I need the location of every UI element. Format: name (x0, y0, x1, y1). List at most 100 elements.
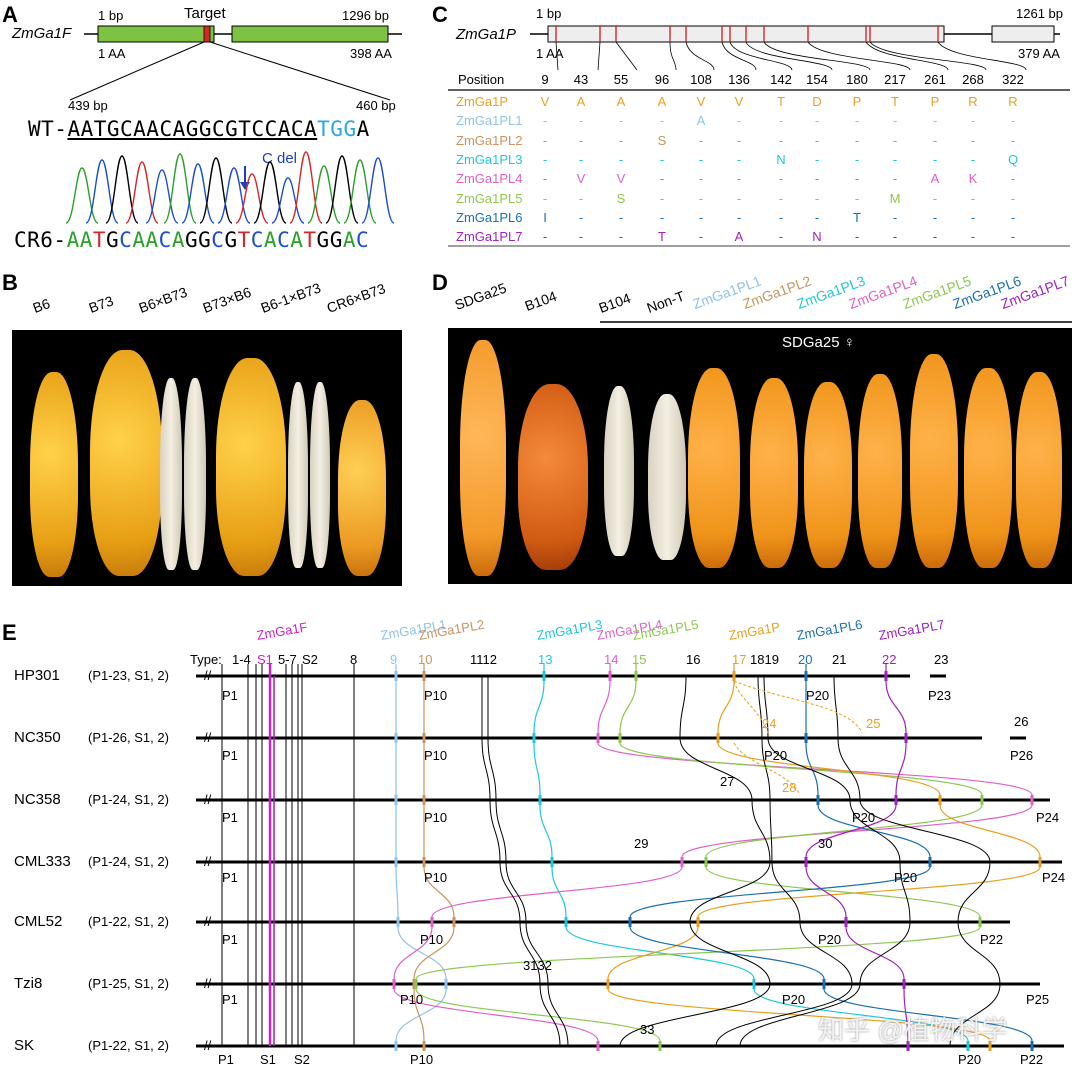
synteny-link-black (957, 921, 1001, 985)
panel-c-end-aa: 379 AA (1018, 46, 1060, 61)
gene-mark-pl3 (752, 979, 756, 989)
synteny-link-black (505, 861, 527, 923)
gene-mark-pl5 (978, 917, 982, 927)
gene-mark-p (938, 795, 942, 805)
synteny-link-black (689, 861, 771, 923)
hp301-p20: P20 (806, 688, 830, 703)
gene-mark-pl5 (618, 733, 622, 743)
row-value: - (1010, 190, 1016, 206)
panel-c-gene: ZmGa1P (456, 26, 517, 43)
row-value: - (659, 113, 665, 129)
cml333-p20: P20 (894, 870, 918, 885)
synteny-link-black (767, 737, 851, 801)
synteny-link-black (957, 861, 991, 923)
row-value: - (618, 151, 624, 167)
cml52-p10: P10 (420, 932, 444, 947)
top-marker: 23 (934, 652, 949, 667)
synteny-link-black (739, 983, 861, 1047)
panel-label-e: E (2, 620, 17, 645)
gene-link-pl5 (619, 742, 983, 796)
num-27: 27 (720, 774, 735, 789)
row-value: - (814, 113, 820, 129)
gene-mark-p (696, 917, 700, 927)
gene-link-pl1 (395, 866, 399, 918)
num-25: 25 (866, 716, 881, 731)
row-name: ZmGa1PL6 (456, 209, 523, 225)
sk-p1: P1 (218, 1052, 234, 1067)
position-cell: 154 (806, 72, 828, 87)
synteny-link-black (859, 799, 991, 863)
row-value: A (576, 94, 586, 109)
position-cell: 108 (690, 72, 712, 87)
panel-a-start-aa: 1 AA (98, 46, 126, 61)
row-value: - (970, 229, 976, 245)
gene-link-pl6 (817, 804, 931, 858)
break-mark: // (204, 914, 212, 929)
gene-link-pl1 (395, 988, 447, 1042)
panel-a-start-bp: 1 bp (98, 8, 124, 23)
num-28: 28 (782, 780, 797, 795)
gene-link-pl4 (597, 742, 1033, 796)
row-value: - (778, 190, 784, 206)
row-name: ZmGa1PL4 (456, 171, 523, 187)
sk-p20: P20 (958, 1052, 982, 1067)
synteny-link-black (489, 799, 501, 863)
ear-b6 (30, 372, 78, 577)
row-value: P (852, 94, 862, 109)
sk-s2: S2 (294, 1052, 310, 1067)
row-value: S (616, 190, 626, 206)
gene-mark-pl5 (658, 1041, 662, 1051)
row-value: - (736, 151, 742, 167)
row-value: - (970, 113, 976, 129)
line-types: (P1-26, S1, 2) (88, 730, 169, 745)
gene-mark-pl2 (422, 795, 426, 805)
gene-mark-pl4 (596, 1041, 600, 1051)
panel-label-a: A (2, 2, 18, 27)
top-marker: 1819 (750, 652, 779, 667)
tzi8-p10: P10 (400, 992, 424, 1007)
gene-link-pl4 (393, 988, 599, 1042)
row-value: - (854, 171, 860, 187)
row-value: - (778, 132, 784, 148)
top-marker: 16 (686, 652, 701, 667)
row-value: V (540, 94, 550, 109)
gene-mark-pl2 (422, 857, 426, 867)
gene-link-pl6 (805, 742, 819, 796)
top-marker: 9 (390, 652, 398, 667)
gene-link-pl6 (629, 866, 931, 918)
gene-mark-pl4 (596, 733, 600, 743)
row-value: - (618, 229, 624, 245)
gene-link-pl5 (705, 804, 983, 858)
cml333-p10: P10 (424, 870, 448, 885)
synteny-link-black (715, 983, 853, 1047)
panel-c-start-bp: 1 bp (536, 6, 562, 21)
row-value: A (657, 94, 667, 109)
gene-mark-pl2 (412, 979, 416, 989)
line-name: CML333 (14, 853, 71, 870)
line-name: SK (14, 1037, 35, 1054)
row-value: - (970, 132, 976, 148)
cr6-seq: AATGCAACAGGCGTCACATGGAC (66, 228, 370, 252)
synteny-link-black (757, 675, 763, 739)
row-name: ZmGa1P (456, 94, 509, 109)
num-30: 30 (818, 836, 833, 851)
gene-mark-pl7 (904, 733, 908, 743)
gene-mark-pl6 (928, 857, 932, 867)
ear-b6xb73-b (184, 378, 206, 570)
ear-b104 (518, 384, 588, 570)
line-types: (P1-25, S1, 2) (88, 976, 169, 991)
gene-mark-p (716, 733, 720, 743)
row-value: - (618, 132, 624, 148)
position-cell: 43 (573, 72, 589, 87)
position-cell: 55 (613, 72, 629, 87)
row-value: N (776, 151, 786, 167)
row-value: - (618, 113, 624, 129)
nc350-p26: P26 (1010, 748, 1034, 763)
line-name: HP301 (14, 667, 60, 684)
gene-mark-p (1038, 857, 1042, 867)
synteny-link-black (859, 921, 911, 985)
top-marker: 14 (604, 652, 619, 667)
gene-mark-pl7 (844, 917, 848, 927)
wt-target-seq: AATGCAACAGGCGTCCACA (67, 117, 318, 141)
row-value: - (854, 229, 860, 245)
